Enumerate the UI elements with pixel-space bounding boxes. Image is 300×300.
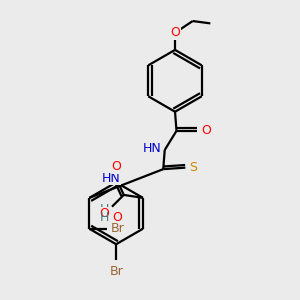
Text: O: O bbox=[99, 207, 109, 220]
Text: Br: Br bbox=[109, 265, 123, 278]
Text: Br: Br bbox=[111, 222, 124, 235]
Text: HN: HN bbox=[102, 172, 120, 185]
Text: H: H bbox=[100, 203, 109, 216]
Text: H: H bbox=[100, 211, 109, 224]
Text: O: O bbox=[170, 26, 180, 39]
Text: O: O bbox=[112, 211, 122, 224]
Text: O: O bbox=[201, 124, 211, 137]
Text: O: O bbox=[112, 160, 122, 173]
Text: S: S bbox=[190, 161, 197, 174]
Text: HN: HN bbox=[143, 142, 162, 155]
